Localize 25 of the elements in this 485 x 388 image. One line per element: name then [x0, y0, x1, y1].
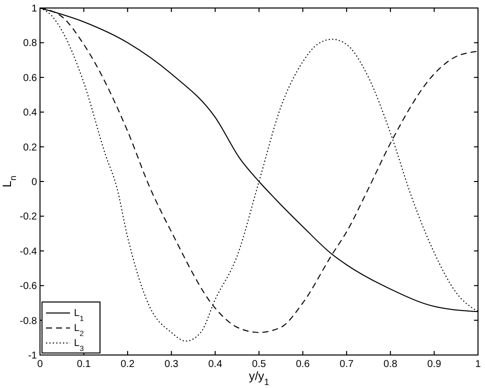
x-axis-title: y/y$_{1}$	[248, 369, 270, 387]
legend-label: L$_{1}$	[74, 308, 84, 322]
legend-label: L$_{2}$	[74, 323, 84, 338]
x-tick-label: 0.9	[427, 359, 442, 370]
y-tick-label: -0.8	[20, 316, 38, 327]
y-tick-label: 0.8	[23, 38, 38, 50]
x-tick-label: 0.5	[252, 359, 266, 370]
y-tick-label: -1	[28, 350, 38, 362]
y-tick-label: -0.2	[20, 212, 38, 223]
x-tick-label: 0.1	[76, 359, 92, 370]
x-tick-label: 0.6	[296, 359, 310, 370]
y-tick-label: 0.2	[23, 142, 38, 154]
legend-label: L$_{3}$	[74, 338, 84, 352]
y-tick-label: 0.4	[23, 108, 38, 119]
x-tick-label: 0.4	[208, 359, 223, 370]
x-tick-label: 0.7	[340, 359, 354, 370]
x-tick-label: 0.2	[120, 359, 135, 370]
y-tick-label: -0.4	[20, 246, 38, 258]
x-tick-label: 1	[475, 359, 482, 370]
y-tick-label: 0	[31, 177, 38, 188]
y-tick-label: 1	[31, 4, 38, 14]
y-tick-label: -0.6	[20, 281, 38, 292]
x-tick-label: 0.8	[383, 359, 398, 370]
x-tick-label: 0.3	[164, 359, 179, 370]
y-tick-label: 0.6	[23, 72, 38, 84]
